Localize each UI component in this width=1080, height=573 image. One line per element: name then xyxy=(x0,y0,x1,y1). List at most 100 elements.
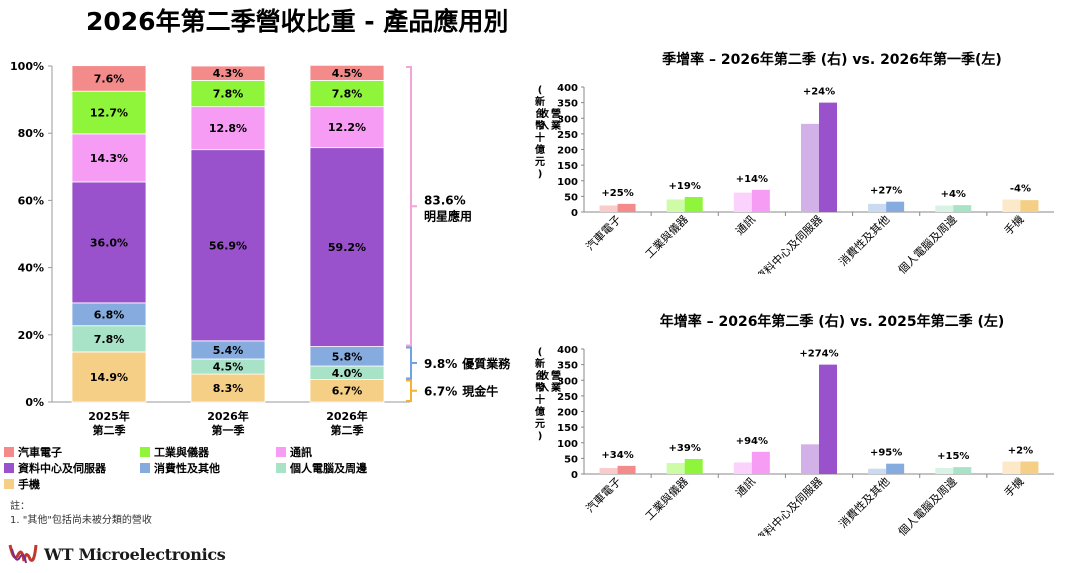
yoy-growth-chart: 年增率 – 2026年第二季 (右) vs. 2025年第二季 (左) 新台幣十億… xyxy=(535,313,1054,536)
y-axis-label-char: 收 xyxy=(539,369,549,382)
y-tick-label: 200 xyxy=(557,146,578,157)
legend-label: 資料中心及伺服器 xyxy=(18,462,106,475)
growth-label: +19% xyxy=(669,181,701,192)
bar-current xyxy=(684,197,703,212)
bar-current xyxy=(1020,461,1039,474)
x-tick-label: 2025年 xyxy=(88,409,130,423)
page-title: 2026年第二季營收比重 - 產品應用別 xyxy=(86,7,509,36)
bar-segment xyxy=(309,80,385,108)
bar-segment xyxy=(190,149,266,342)
y-axis-label-char: 億 xyxy=(535,143,545,156)
bar-current xyxy=(886,201,905,212)
company-logo: WT Microelectronics xyxy=(8,541,226,567)
y-tick-label: 0% xyxy=(25,396,44,409)
bracket-pct: 6.7% xyxy=(424,385,457,399)
legend-item: 個人電腦及周邊 xyxy=(276,460,367,476)
y-axis-label-char: 十 xyxy=(535,131,545,144)
y-tick-label: 300 xyxy=(557,114,578,125)
bar-current xyxy=(819,364,837,474)
y-axis-label-char: 億 xyxy=(535,405,545,418)
y-axis-paren: ( xyxy=(538,85,543,96)
x-tick-label: 2026年 xyxy=(326,409,368,423)
legend-item: 通訊 xyxy=(276,444,312,460)
data-label: 14.3% xyxy=(90,152,128,165)
x-tick-label: 工業與儀器 xyxy=(642,212,691,261)
x-tick-label: 工業與儀器 xyxy=(642,474,691,523)
logo-text: WT Microelectronics xyxy=(44,544,226,564)
x-tick-label: 第二季 xyxy=(93,423,127,437)
bracket-label: 優質業務 xyxy=(461,356,511,371)
growth-label: +34% xyxy=(601,450,633,461)
x-tick-label: 資料中心及伺服器 xyxy=(753,474,825,536)
growth-label: +39% xyxy=(669,443,701,454)
bar-prior xyxy=(801,444,819,474)
y-tick-label: 400 xyxy=(557,83,578,94)
legend-label: 汽車電子 xyxy=(18,446,62,459)
legend-label: 個人電腦及周邊 xyxy=(290,462,367,475)
x-tick-label: 手機 xyxy=(1001,474,1026,499)
data-label: 8.3% xyxy=(213,382,244,395)
x-tick-label: 2026年 xyxy=(207,409,249,423)
x-tick-label: 第一季 xyxy=(212,423,246,437)
bracket-label: 現金牛 xyxy=(462,384,498,399)
bar-current xyxy=(751,451,770,474)
bar-prior xyxy=(733,192,752,212)
bar-segment xyxy=(190,80,266,108)
x-tick-label: 手機 xyxy=(1001,212,1026,237)
x-tick-label: 汽車電子 xyxy=(583,474,624,515)
bar-prior xyxy=(1002,461,1021,474)
x-tick-label: 通訊 xyxy=(733,212,758,237)
bar-current xyxy=(617,465,636,474)
data-label: 56.9% xyxy=(209,239,247,252)
bracket-label: 明星應用 xyxy=(424,208,472,223)
bracket-pct: 9.8% xyxy=(424,357,457,371)
data-label: 4.3% xyxy=(213,67,244,80)
y-tick-label: 400 xyxy=(557,345,578,356)
legend-item: 工業與儀器 xyxy=(140,444,209,460)
legend-item: 消費性及其他 xyxy=(140,460,220,476)
x-tick-label: 通訊 xyxy=(733,474,758,499)
data-label: 7.8% xyxy=(332,88,363,101)
chart-title: 年增率 – 2026年第二季 (右) vs. 2025年第二季 (左) xyxy=(660,313,1005,330)
x-tick-label: 第二季 xyxy=(331,423,365,437)
legend-swatch xyxy=(140,447,150,457)
bracket xyxy=(406,66,417,347)
bar-prior xyxy=(1002,199,1021,212)
growth-label: +2% xyxy=(1008,446,1033,457)
bar-segment xyxy=(71,351,147,403)
x-tick-label: 個人電腦及周邊 xyxy=(895,474,959,536)
y-tick-label: 0 xyxy=(571,208,578,219)
y-tick-label: 150 xyxy=(557,423,578,434)
qoq-growth-chart: 季增率 – 2026年第二季 (右) vs. 2026年第一季(左) 新台幣十億元… xyxy=(535,51,1054,274)
y-axis-label-char: 營 xyxy=(551,369,561,382)
y-tick-label: 100 xyxy=(557,439,578,450)
y-tick-label: 350 xyxy=(557,99,578,110)
y-axis-paren: ) xyxy=(538,169,543,180)
x-tick-label: 汽車電子 xyxy=(583,212,624,253)
y-axis-label-char: 新 xyxy=(535,95,545,108)
y-axis-label-char: 業 xyxy=(550,119,562,132)
y-axis-label-char: 元 xyxy=(535,156,545,168)
y-axis-label-char: 收 xyxy=(539,107,549,120)
y-axis-label-char: 十 xyxy=(535,393,545,406)
growth-label: -4% xyxy=(1010,184,1031,195)
y-axis-label-char: 台 xyxy=(535,107,545,120)
bar-prior xyxy=(733,462,752,474)
bar-current xyxy=(886,463,905,474)
y-tick-label: 300 xyxy=(557,376,578,387)
y-axis-label-char: 入 xyxy=(539,120,549,132)
y-tick-label: 50 xyxy=(564,454,578,465)
growth-label: +25% xyxy=(601,188,633,199)
legend-item: 汽車電子 xyxy=(4,444,62,460)
footnote-line: 1. "其他"包括尚未被分類的營收 xyxy=(10,515,152,526)
data-label: 12.2% xyxy=(328,121,366,134)
legend-swatch xyxy=(4,463,14,473)
bracket-text: 6.7% 現金牛 xyxy=(424,384,498,399)
y-tick-label: 100% xyxy=(10,60,44,73)
y-tick-label: 350 xyxy=(557,361,578,372)
logo-mark-icon xyxy=(8,544,38,564)
x-tick-label: 消費性及其他 xyxy=(836,474,893,531)
growth-label: +14% xyxy=(736,174,768,185)
data-label: 14.9% xyxy=(90,371,128,384)
x-tick-label: 消費性及其他 xyxy=(836,212,893,269)
